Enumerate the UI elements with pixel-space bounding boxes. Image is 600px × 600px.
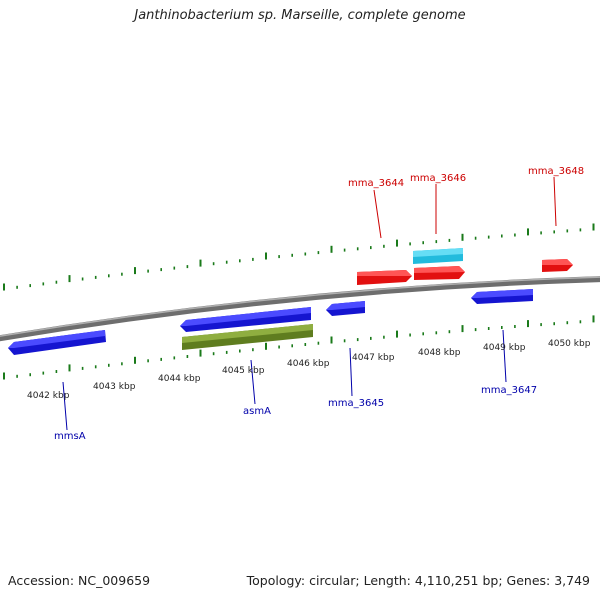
scale-label-4047: 4047 kbp (352, 353, 395, 363)
gene-mma-3644[interactable] (357, 270, 412, 285)
gene-mma-3646[interactable] (414, 266, 465, 280)
forward-tick-ring (3, 223, 595, 291)
leader-mma-3645 (349, 347, 353, 397)
gene-mma-3645[interactable] (326, 301, 365, 316)
scale-label-4046: 4046 kbp (287, 359, 330, 369)
gene-label-mma-3645[interactable]: mma_3645 (328, 398, 384, 409)
leader-mma-3648 (553, 176, 557, 227)
scale-label-4049: 4049 kbp (483, 343, 526, 353)
scale-label-4042: 4042 kbp (27, 391, 70, 401)
topology-label: Topology: circular; Length: 4,110,251 bp… (246, 573, 590, 588)
gene-label-mma-3646[interactable]: mma_3646 (410, 173, 466, 184)
genome-backbone (0, 276, 600, 342)
gene-mmsA[interactable] (8, 330, 106, 355)
gene-label-asmA[interactable]: asmA (243, 406, 271, 417)
scale-label-4044: 4044 kbp (158, 374, 201, 384)
gene-label-mmsA[interactable]: mmsA (54, 431, 86, 442)
gene-rna-cyan[interactable] (413, 248, 463, 264)
scale-label-4043: 4043 kbp (93, 382, 136, 392)
genome-backbone-highlight (0, 276, 600, 337)
gene-mma-3648[interactable] (542, 259, 573, 272)
leader-mma-3647 (502, 329, 507, 383)
gene-asmA-blue[interactable] (180, 307, 311, 332)
gene-label-mma-3647[interactable]: mma_3647 (481, 385, 537, 396)
gene-label-mma-3648[interactable]: mma_3648 (528, 166, 584, 177)
gene-asmA-olive[interactable] (182, 324, 313, 350)
scale-label-4050: 4050 kbp (548, 339, 591, 349)
gene-mma-3647[interactable] (471, 289, 533, 304)
leader-mma-3644 (373, 189, 382, 239)
scale-label-4045: 4045 kbp (222, 366, 265, 376)
accession-label: Accession: NC_009659 (8, 573, 151, 588)
leader-mmsA (62, 381, 68, 431)
scale-label-4048: 4048 kbp (418, 348, 461, 358)
gene-label-mma-3644[interactable]: mma_3644 (348, 178, 404, 189)
leader-asmA (250, 359, 256, 405)
map-title: Janthinobacterium sp. Marseille, complet… (134, 8, 466, 23)
reverse-tick-ring (3, 315, 595, 380)
